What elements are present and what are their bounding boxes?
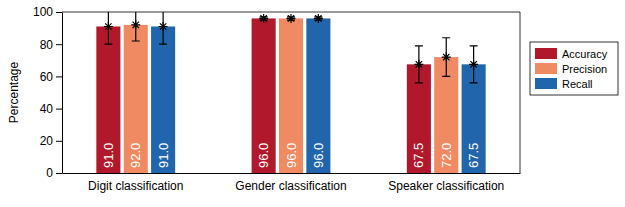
- data-label: 91.0: [156, 143, 171, 168]
- axis-title: Percentage: [7, 61, 21, 123]
- marker: [104, 22, 113, 31]
- marker: [259, 14, 268, 23]
- data-label: 96.0: [256, 143, 271, 168]
- legend: Accuracy Precision Recall: [530, 42, 618, 95]
- data-label: 91.0: [101, 143, 116, 168]
- tick: 40: [40, 102, 62, 116]
- tick-label: 60: [40, 70, 54, 84]
- data-label: 96.0: [311, 143, 326, 168]
- error-bar: [415, 46, 423, 83]
- series: [124, 12, 459, 173]
- tick: 100: [33, 5, 62, 19]
- marker: [159, 22, 168, 31]
- data-label: 96.0: [284, 143, 299, 168]
- y-axis: 0 20 40 60 80 100: [33, 5, 63, 180]
- tick-mark: [56, 173, 62, 174]
- legend-box: [530, 42, 618, 95]
- bar: [252, 18, 276, 173]
- legend-swatch: [535, 78, 557, 89]
- marker: [131, 20, 140, 29]
- bar: [151, 26, 175, 173]
- tick: 0: [46, 166, 62, 180]
- x-axis: Digit classification Gender classificatio…: [63, 173, 521, 193]
- tick: 80: [40, 38, 62, 52]
- tick-label: 20: [40, 134, 54, 148]
- tick: Speaker classification: [388, 173, 504, 193]
- tick-label: 100: [33, 5, 53, 19]
- tick-label: Speaker classification: [388, 179, 504, 193]
- plot-frame: [62, 12, 520, 173]
- marker: [287, 14, 296, 23]
- tick-mark: [56, 109, 62, 110]
- error-bar: [159, 12, 167, 44]
- marker: [314, 14, 323, 23]
- marker: [414, 60, 423, 69]
- series: [151, 12, 486, 173]
- data-label: 92.0: [128, 143, 143, 168]
- chart: 91.0 96.0 67.5 92.0 96.0 72.0 91.0 96.0 67.5 0 20 4…: [0, 0, 625, 207]
- error-bar: [132, 12, 140, 41]
- axis-line: [62, 13, 63, 174]
- error-bar: [104, 12, 112, 44]
- tick-mark: [56, 12, 62, 13]
- data-label: 72.0: [439, 143, 454, 168]
- tick-mark: [56, 76, 62, 77]
- tick-label: 0: [46, 166, 53, 180]
- legend-label: Recall: [562, 78, 593, 90]
- bar: [96, 26, 120, 173]
- tick: 20: [40, 134, 62, 148]
- data-labels: 91.0 96.0 67.5 92.0 96.0 72.0 91.0 96.0 67.5: [101, 143, 481, 168]
- bar: [306, 18, 330, 173]
- tick-label: 40: [40, 102, 54, 116]
- tick-label: 80: [40, 38, 54, 52]
- bar: [279, 18, 303, 173]
- series: [96, 12, 431, 173]
- legend-swatch: [535, 48, 557, 59]
- error-bar: [442, 38, 450, 77]
- tick-label: Digit classification: [88, 179, 183, 193]
- legend-swatch: [535, 63, 557, 74]
- marker: [469, 60, 478, 69]
- axis-line: [63, 173, 521, 174]
- plot-area: [96, 12, 485, 173]
- error-bar: [470, 46, 478, 83]
- bar: [124, 25, 148, 173]
- marker: [442, 53, 451, 62]
- tick: 60: [40, 70, 62, 84]
- tick-mark: [56, 44, 62, 45]
- tick-mark: [56, 141, 62, 142]
- data-label: 67.5: [411, 143, 426, 168]
- tick: Gender classification: [235, 173, 346, 193]
- tick-label: Gender classification: [235, 179, 346, 193]
- legend-label: Precision: [562, 63, 607, 75]
- tick: Digit classification: [88, 173, 183, 193]
- legend-label: Accuracy: [562, 48, 608, 60]
- data-label: 67.5: [466, 143, 481, 168]
